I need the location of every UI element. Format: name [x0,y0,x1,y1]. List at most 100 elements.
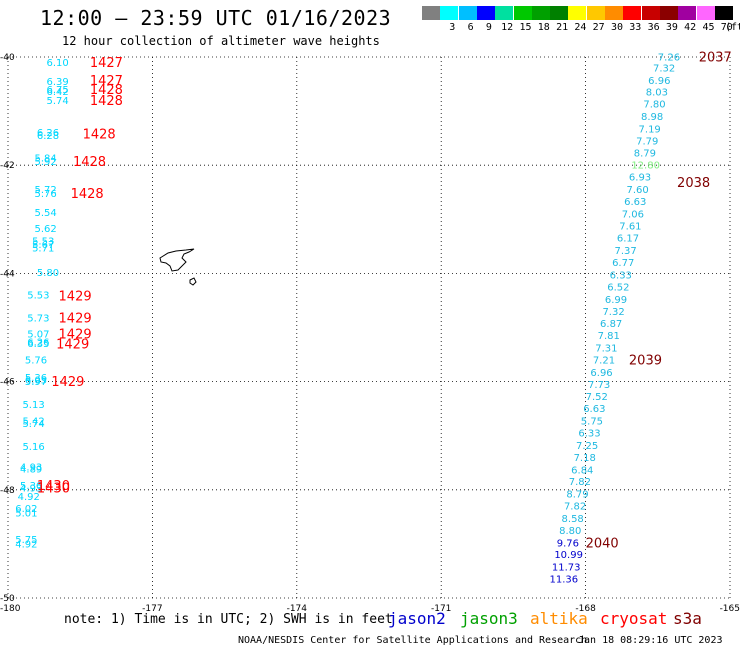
wave-height-value: 7.60 [627,185,649,196]
wave-height-value: 7.52 [586,392,608,403]
legend-unit-label: (ft) [725,22,740,33]
wave-height-value: 8.98 [641,112,663,123]
wave-height-value: 6.96 [648,76,670,87]
latitude-tick-label: -50 [0,594,15,604]
latitude-tick-label: -40 [0,53,15,63]
legend-swatch [623,6,642,20]
track-time-label: 1428 [83,127,116,142]
wave-height-value: 6.93 [629,173,651,184]
legend-swatch-label: 39 [665,22,678,33]
track-time-label: 2037 [699,51,732,66]
latitude-tick-label: -44 [0,269,15,279]
legend-swatch-label: 33 [629,22,642,33]
wave-height-value: 5.76 [34,189,56,200]
legend-swatch [422,6,440,20]
altimeter-track-labels: 6.106.396.756.425.746.266.285.845.925.72… [15,51,732,586]
footer-credit: NOAA/NESDIS Center for Satellite Applica… [238,635,588,646]
legend-swatch-label: 30 [610,22,624,33]
wave-height-value: 5.74 [22,419,44,430]
island-outline [159,248,197,286]
longitude-tick-label: -165 [720,604,740,614]
wave-height-value: 5.54 [34,208,56,219]
wave-height-value: 9.76 [557,538,579,549]
track-time-label: 2040 [586,536,619,551]
wave-height-value: 5.01 [15,509,37,520]
legend-swatch [586,6,605,20]
wave-height-value: 6.28 [37,131,59,142]
legend-swatch [696,6,715,20]
track-time-label: 1428 [73,155,106,170]
wave-height-value: 5.75 [581,417,603,428]
wave-height-value: 7.79 [636,136,658,147]
wave-height-value: 4.89 [20,465,42,476]
track-time-label: 1427 [90,56,123,71]
legend-swatch [531,6,550,20]
longitude-tick-label: -171 [431,604,451,614]
wave-height-value: 6.75 [47,85,69,96]
wave-height-value: 5.73 [27,313,49,324]
track-time-label: 1429 [56,337,89,352]
wave-height-value: 6.42 [47,87,69,98]
wave-height-value: 8.58 [562,514,584,525]
wave-height-value: 6.26 [27,338,49,349]
wave-height-value: 5.53 [32,236,54,247]
track-time-label: 1429 [51,375,84,390]
legend-swatch [568,6,587,20]
wave-height-value: 6.52 [607,282,629,293]
wave-height-value: 4.93 [20,463,42,474]
wave-height-value: 5.80 [37,268,59,279]
wave-height-value: 6.99 [605,295,627,306]
wave-height-value: 5.74 [47,96,69,107]
wave-height-value: 7.61 [619,221,641,232]
legend-swatch [513,6,532,20]
legend-swatch [458,6,477,20]
wave-height-value: 5.62 [34,224,56,235]
track-time-label: 1428 [71,187,104,202]
wave-height-value: 7.82 [569,477,591,488]
latitude-tick-label: -42 [0,161,15,171]
legend-swatch-label: 42 [684,22,697,33]
wave-height-value: 4.92 [15,539,37,550]
wave-height-value: 5.36 [25,373,47,384]
footer-note: note: 1) Time is in UTC; 2) SWH is in fe… [64,612,393,627]
wave-height-value: 6.84 [571,465,593,476]
legend-swatch-label: 18 [537,22,550,33]
lat-lon-grid: -40 -42 -44 -46 -48 -50-180 -177 -174 -171 -168 -1… [0,53,740,614]
legend-swatch [495,6,514,20]
wave-height-value: 6.96 [590,368,612,379]
track-time-label: 1427 [90,74,123,89]
wave-height-value: 8.79 [566,490,588,501]
wave-height-value: 7.32 [653,63,675,74]
wave-height-value: 7.82 [564,502,586,513]
legend-swatch-label: 27 [592,22,605,33]
legend-swatch [550,6,569,20]
wave-height-value: 5.84 [34,154,56,165]
wave-height-value: 7.26 [658,53,680,64]
longitude-tick-label: -177 [142,604,162,614]
legend-swatch-label: 3 [449,22,456,33]
wave-height-value: 6.10 [47,58,69,69]
legend-swatch [440,6,459,20]
latitude-tick-label: -48 [0,486,15,496]
longitude-tick-label: -168 [575,604,596,614]
wave-height-value: 7.31 [595,344,617,355]
legend-swatch-label: 24 [574,22,587,33]
wave-height-value: 6.35 [27,339,49,350]
wave-height-value: 7.73 [588,380,610,391]
wave-height-value: 5.67 [32,240,54,251]
satellite-name-jason2: jason2 [388,609,446,628]
wave-height-value: 11.36 [550,575,579,586]
wave-height-value: 6.63 [583,404,605,415]
legend-swatch [605,6,623,20]
wave-height-value: 5.13 [22,400,44,411]
legend-swatch-label: 9 [485,22,492,33]
footer-timestamp: Jan 18 08:29:16 UTC 2023 [578,635,723,646]
wave-height-value: 6.33 [578,428,600,439]
wave-height-value: 6.26 [37,128,59,139]
track-time-label: 1430 [37,482,70,497]
wave-height-value: 5.36 [20,481,42,492]
wave-height-value: 6.33 [610,271,632,282]
wave-height-value: 7.81 [598,331,620,342]
legend-swatch [714,6,733,20]
wave-height-value: 5.92 [34,157,56,168]
